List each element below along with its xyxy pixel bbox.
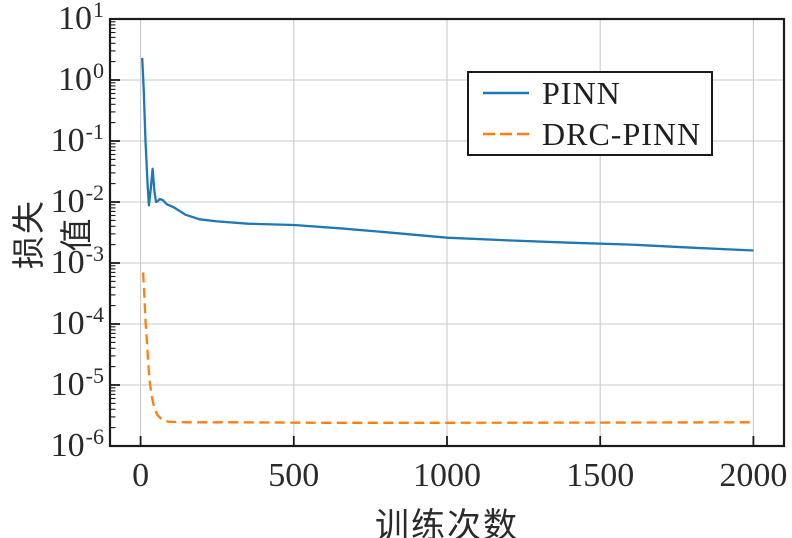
y-tick-label: 10-2 <box>50 179 104 220</box>
y-tick-label: 10-5 <box>50 362 104 403</box>
y-tick-label: 10-3 <box>50 240 104 281</box>
x-tick-label: 2000 <box>719 457 788 494</box>
series-line-pinn <box>141 57 754 252</box>
x-axis-label: 训练次数 <box>375 508 519 538</box>
drc-pinn-dashed-line-icon <box>483 132 529 136</box>
pinn-solid-line-icon <box>483 91 529 95</box>
y-tick-label: 10-1 <box>50 118 104 159</box>
legend: PINN DRC-PINN <box>467 71 713 156</box>
y-tick-label: 10-6 <box>50 423 104 464</box>
legend-item-drc-pinn: DRC-PINN <box>482 115 711 152</box>
y-tick-label: 10-4 <box>50 301 104 342</box>
series-line-drc-pinn <box>141 272 754 424</box>
y-tick-label: 101 <box>58 0 104 37</box>
legend-label-drc-pinn: DRC-PINN <box>542 115 702 152</box>
legend-item-pinn: PINN <box>482 74 711 111</box>
y-axis-label: 损失值 <box>12 199 96 269</box>
x-tick-label: 0 <box>132 457 150 494</box>
x-tick-label: 1000 <box>413 457 481 494</box>
y-tick-label: 100 <box>58 57 104 98</box>
legend-label-pinn: PINN <box>542 74 621 111</box>
x-tick-label: 1500 <box>566 457 635 494</box>
x-tick-label: 500 <box>268 457 320 494</box>
